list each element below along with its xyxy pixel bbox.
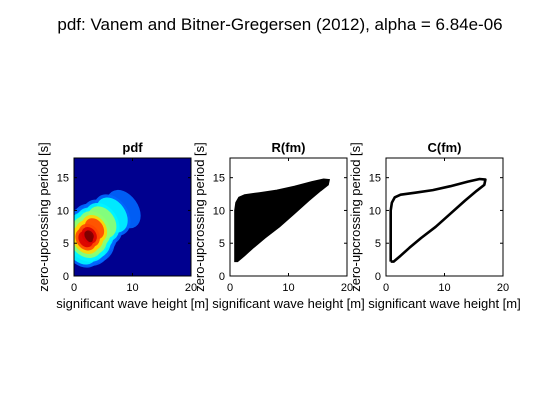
x-axis-label: significant wave height [m] xyxy=(56,296,208,311)
plot-area xyxy=(386,158,503,276)
y-axis-label: zero-upcrossing period [s] xyxy=(348,142,363,292)
y-tick-label: 10 xyxy=(57,205,69,217)
y-tick-label: 0 xyxy=(63,271,69,283)
x-tick-label: 20 xyxy=(497,282,509,294)
x-tick-label: 10 xyxy=(126,282,138,294)
x-tick-label: 0 xyxy=(383,282,389,294)
y-tick-label: 5 xyxy=(219,238,225,250)
heatmap-density xyxy=(74,189,141,268)
panel-2: 0 10 20 0 5 10 15 R(fm) significant wave height … xyxy=(192,140,365,311)
panel-title: R(fm) xyxy=(272,140,306,155)
figure-suptitle: pdf: Vanem and Bitner-Gregersen (2012), … xyxy=(57,15,502,34)
panel-title: pdf xyxy=(122,140,143,155)
y-axis-label: zero-upcrossing period [s] xyxy=(36,142,51,292)
y-axis-label: zero-upcrossing period [s] xyxy=(192,142,207,292)
x-axis-label: significant wave height [m] xyxy=(212,296,364,311)
region-fill xyxy=(234,178,331,263)
x-tick-label: 20 xyxy=(341,282,353,294)
panel-1: 0 10 20 0 5 10 15 pdf significant wave height [m… xyxy=(36,140,209,311)
panel-3: 0 10 20 0 5 10 15 C(fm) significant wave height … xyxy=(348,140,521,311)
y-tick-label: 15 xyxy=(213,173,225,185)
y-tick-label: 10 xyxy=(369,205,381,217)
x-tick-label: 0 xyxy=(227,282,233,294)
y-tick-label: 0 xyxy=(375,271,381,283)
y-tick-label: 15 xyxy=(57,173,69,185)
x-tick-label: 10 xyxy=(438,282,450,294)
y-tick-label: 5 xyxy=(63,238,69,250)
y-tick-label: 5 xyxy=(375,238,381,250)
panels: 0 10 20 0 5 10 15 pdf significant wave height [m… xyxy=(36,140,521,311)
x-tick-label: 20 xyxy=(185,282,197,294)
x-tick-label: 10 xyxy=(282,282,294,294)
density-peak xyxy=(84,231,93,243)
x-tick-label: 0 xyxy=(71,282,77,294)
contour-line xyxy=(389,177,487,263)
y-tick-label: 10 xyxy=(213,205,225,217)
y-tick-label: 0 xyxy=(219,271,225,283)
panel-title: C(fm) xyxy=(428,140,462,155)
y-tick-label: 15 xyxy=(369,173,381,185)
x-axis-label: significant wave height [m] xyxy=(368,296,520,311)
